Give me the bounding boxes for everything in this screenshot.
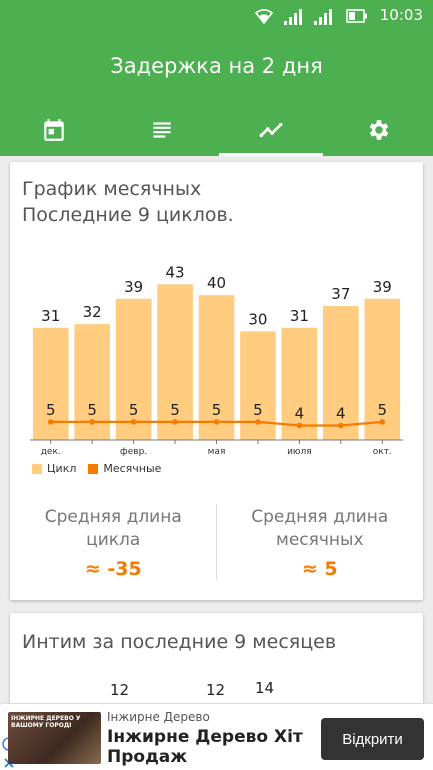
chart-title: График месячных	[22, 178, 202, 200]
period-value-label: 5	[378, 401, 388, 419]
chart-bar	[157, 284, 193, 440]
chart-bar	[364, 298, 401, 440]
period-point	[338, 422, 344, 429]
ad-image[interactable]: ІНЖИРНЕ ДЕРЕВО У ВАШОМУ ГОРОДІ	[8, 712, 101, 764]
signal-icon	[284, 9, 302, 25]
legend-label-period: Месячные	[103, 462, 162, 475]
list-icon	[153, 122, 172, 138]
avg-cycle-length: Средняя длина цикла ≈ -35	[10, 504, 217, 584]
legend-label-cycle: Цикл	[47, 462, 77, 475]
period-value-label: 5	[46, 401, 56, 419]
chart-legend: Цикл Месячные	[32, 462, 173, 475]
cycle-chart-card: График месячных Последние 9 циклов. 31 32…	[10, 162, 423, 600]
bar-value-label: 37	[331, 285, 350, 303]
tab-chart[interactable]	[217, 104, 325, 156]
ad-brand: Інжирне Дерево	[107, 710, 210, 724]
x-tick-label: дек.	[41, 447, 61, 457]
tab-list[interactable]	[108, 104, 216, 156]
avg-period-length: Средняя длина месячных ≈ 5	[217, 504, 424, 584]
ad-banner[interactable]: ІНЖИРНЕ ДЕРЕВО У ВАШОМУ ГОРОДІ Інжирне Д…	[0, 703, 433, 770]
period-point	[89, 419, 95, 425]
intimacy-value: 14	[255, 679, 275, 697]
intimacy-value: 12	[110, 681, 130, 699]
status-bar: 10:03	[0, 0, 433, 32]
chart-icon	[259, 122, 283, 138]
bar-value-label: 43	[166, 263, 185, 281]
period-value-label: 5	[129, 401, 139, 419]
ad-headline[interactable]: Інжирне Дерево Хіт Продаж	[107, 727, 303, 767]
period-value-label: 5	[253, 401, 263, 419]
period-point	[130, 419, 137, 425]
intimacy-value: 12	[206, 681, 226, 699]
tab-settings[interactable]	[325, 104, 433, 156]
legend-swatch-cycle	[32, 463, 42, 474]
chart-bar	[281, 327, 318, 440]
period-point	[47, 419, 54, 425]
period-point	[255, 419, 261, 425]
period-value-label: 4	[336, 405, 346, 423]
intimacy-card-title: Интим за последние 9 месяцев	[22, 631, 337, 653]
bar-value-label: 30	[248, 310, 267, 328]
avg-cycle-label-2: цикла	[86, 530, 141, 550]
bar-value-label: 32	[83, 303, 102, 321]
tab-bar	[0, 104, 433, 156]
period-point	[213, 419, 220, 425]
legend-item-cycle: Цикл	[32, 462, 76, 475]
period-value-label: 5	[170, 401, 180, 419]
chart-bar	[198, 295, 235, 440]
period-point	[379, 419, 386, 425]
period-point	[296, 422, 303, 429]
x-tick-label: февр.	[120, 447, 147, 457]
avg-period-label-1: Средняя длина	[251, 507, 389, 527]
legend-item-period: Месячные	[88, 462, 161, 475]
chart-subtitle: Последние 9 циклов.	[22, 204, 234, 226]
period-value-label: 5	[212, 401, 222, 419]
signal-icon-2	[314, 9, 332, 25]
calendar-icon	[44, 119, 64, 141]
page-title: Задержка на 2 дня	[110, 54, 323, 78]
period-value-label: 4	[295, 405, 305, 423]
avg-period-label-2: месячных	[276, 530, 364, 550]
chart-card-title: График месячных Последние 9 циклов.	[22, 176, 234, 228]
period-point	[172, 419, 178, 425]
bar-value-label: 39	[124, 278, 143, 296]
avg-period-value: ≈ 5	[301, 558, 338, 580]
chart-bar	[115, 298, 152, 440]
x-tick-label: июля	[287, 447, 312, 457]
averages: Средняя длина цикла ≈ -35 Средняя длина …	[10, 504, 423, 584]
stats-divider	[216, 504, 217, 580]
x-tick-label: мая	[208, 447, 226, 457]
bar-value-label: 31	[290, 307, 309, 325]
ad-open-button[interactable]: Відкрити	[321, 718, 424, 760]
x-tick-label: окт.	[373, 447, 392, 457]
chart-bar	[323, 306, 359, 440]
wifi-icon	[254, 9, 274, 25]
bar-value-label: 39	[373, 278, 392, 296]
period-value-label: 5	[87, 401, 97, 419]
bar-value-label: 31	[41, 307, 60, 325]
status-time: 10:03	[379, 6, 423, 24]
ad-image-caption: ІНЖИРНЕ ДЕРЕВО У ВАШОМУ ГОРОДІ	[11, 715, 81, 729]
avg-cycle-value: ≈ -35	[84, 558, 142, 580]
tab-calendar[interactable]	[0, 104, 108, 156]
cycle-chart: 31 32 39 43 40 30 31 37 39 дек. февр. мая июля окт. 5 5…	[30, 263, 403, 457]
gear-icon	[369, 120, 389, 140]
bar-value-label: 40	[207, 274, 226, 292]
battery-icon	[346, 9, 367, 23]
legend-swatch-period	[88, 463, 99, 474]
avg-cycle-label-1: Средняя длина	[44, 507, 182, 527]
app-bar: Задержка на 2 дня	[0, 32, 433, 156]
